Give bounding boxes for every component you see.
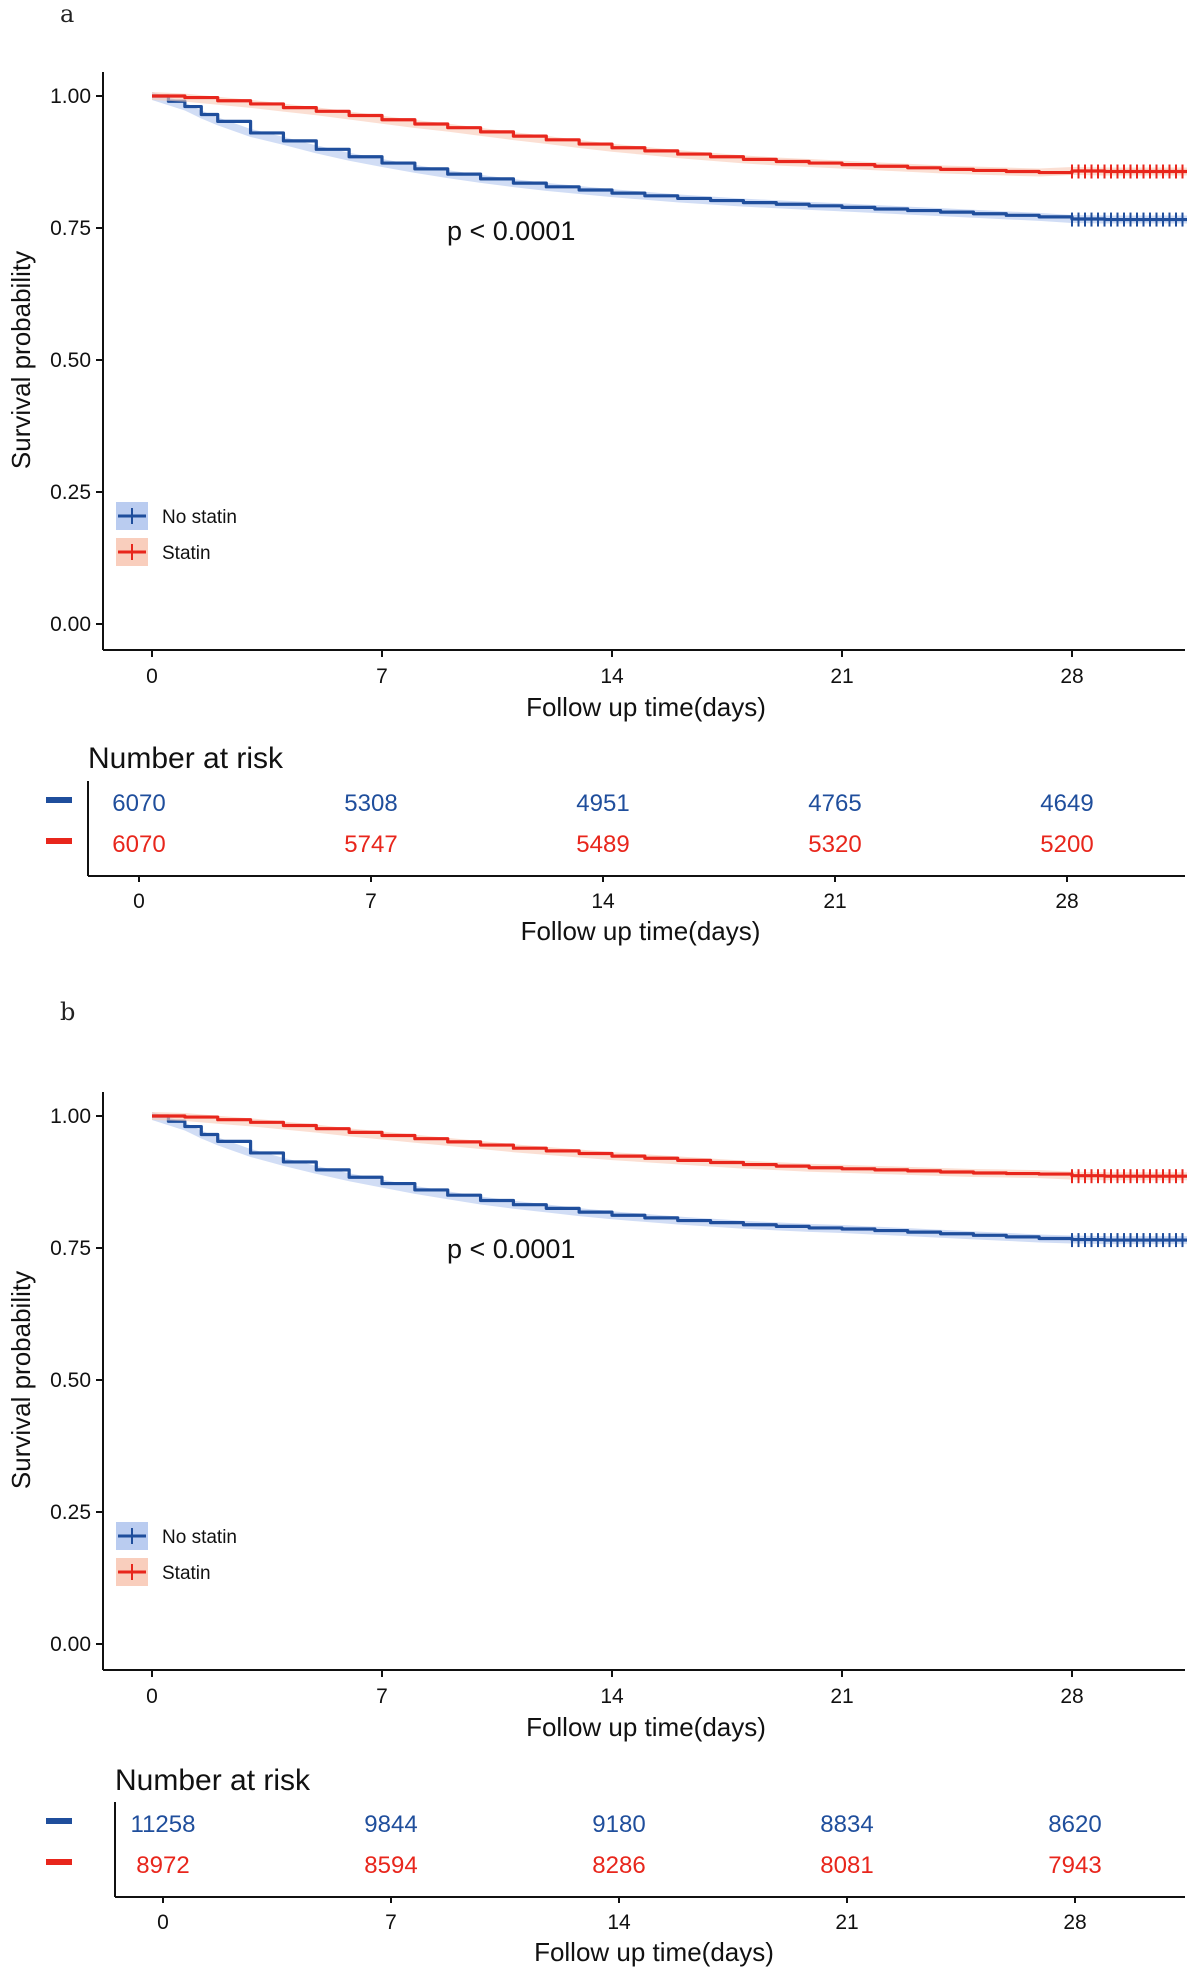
risk-value: 8081 xyxy=(820,1852,873,1879)
y-tick-label: 0.75 xyxy=(50,1237,91,1260)
censor-marks-1 xyxy=(1071,164,1184,179)
y-axis-title: Survival probability xyxy=(6,1271,36,1489)
panel-label: b xyxy=(60,998,75,1026)
risk-x-tick-label: 14 xyxy=(607,1911,631,1934)
risk-value: 11258 xyxy=(131,1811,196,1838)
series-band-1 xyxy=(152,92,1187,177)
risk-value: 6070 xyxy=(112,790,165,817)
censor-marks-1 xyxy=(1071,1169,1184,1184)
risk-value: 8834 xyxy=(820,1811,873,1838)
risk-x-tick-label: 7 xyxy=(365,890,377,913)
y-tick-label: 0.75 xyxy=(50,217,91,240)
risk-value: 8286 xyxy=(592,1852,645,1879)
legend-label: No statin xyxy=(162,507,237,528)
x-tick-label: 7 xyxy=(376,665,388,688)
legend-label: No statin xyxy=(162,1527,237,1548)
p-value-label: p < 0.0001 xyxy=(447,1234,575,1264)
y-tick-label: 0.25 xyxy=(50,1501,91,1524)
risk-value: 8972 xyxy=(136,1852,189,1879)
series-band-1 xyxy=(152,1112,1187,1181)
x-tick-label: 28 xyxy=(1060,665,1083,688)
y-tick-label: 1.00 xyxy=(50,85,91,108)
legend-label: Statin xyxy=(162,543,211,564)
y-tick-label: 0.50 xyxy=(50,349,91,372)
series-line-0 xyxy=(152,1114,1187,1242)
y-tick-label: 0.00 xyxy=(50,1633,91,1656)
risk-value: 9180 xyxy=(592,1811,645,1838)
risk-row-marker xyxy=(46,1818,72,1824)
censor-marks-0 xyxy=(1071,1233,1184,1248)
panel-label: a xyxy=(60,0,74,28)
risk-value: 8594 xyxy=(364,1852,417,1879)
x-tick-label: 21 xyxy=(830,1685,853,1708)
x-axis-title: Follow up time(days) xyxy=(526,692,766,722)
y-tick-label: 0.25 xyxy=(50,481,91,504)
km-panel-a: a 0.00 0.25 0.50 0.75 1.00 0 7 14 21 28 Follow up t… xyxy=(6,0,1187,946)
risk-x-tick-label: 21 xyxy=(823,890,846,913)
risk-row-marker xyxy=(46,797,72,803)
risk-value: 5747 xyxy=(344,831,397,858)
risk-x-tick-label: 28 xyxy=(1055,890,1078,913)
x-tick-label: 21 xyxy=(830,665,853,688)
series-line-1 xyxy=(152,1114,1187,1178)
series-line-1 xyxy=(152,94,1187,175)
risk-x-tick-label: 0 xyxy=(133,890,145,913)
x-tick-label: 0 xyxy=(146,1685,158,1708)
risk-table: Number at risk 6070 5308 4951 4765 4649 6070 57… xyxy=(46,742,1185,946)
p-value-label: p < 0.0001 xyxy=(447,216,575,246)
risk-row-marker xyxy=(46,838,72,844)
x-tick-label: 7 xyxy=(376,1685,388,1708)
km-panel-b: b 0.00 0.25 0.50 0.75 1.00 0 7 14 21 28 Follow up t… xyxy=(6,998,1187,1967)
series-line-0 xyxy=(152,94,1187,222)
risk-value: 8620 xyxy=(1048,1811,1101,1838)
x-tick-label: 0 xyxy=(146,665,158,688)
x-tick-label: 14 xyxy=(600,665,624,688)
risk-value: 6070 xyxy=(112,831,165,858)
legend-label: Statin xyxy=(162,1563,211,1584)
risk-table-title: Number at risk xyxy=(115,1764,311,1797)
risk-table: Number at risk 11258 9844 9180 8834 8620 8972 8… xyxy=(46,1764,1185,1967)
risk-x-axis-title: Follow up time(days) xyxy=(534,1937,774,1967)
risk-x-tick-label: 28 xyxy=(1063,1911,1086,1934)
risk-value: 4765 xyxy=(808,790,861,817)
risk-value: 4951 xyxy=(576,790,629,817)
risk-x-tick-label: 14 xyxy=(591,890,615,913)
censor-marks-0 xyxy=(1071,212,1184,227)
risk-value: 4649 xyxy=(1040,790,1093,817)
y-tick-label: 0.50 xyxy=(50,1369,91,1392)
risk-value: 5200 xyxy=(1040,831,1093,858)
y-tick-label: 0.00 xyxy=(50,613,91,636)
y-tick-label: 1.00 xyxy=(50,1105,91,1128)
x-tick-label: 14 xyxy=(600,1685,624,1708)
x-axis-title: Follow up time(days) xyxy=(526,1712,766,1742)
risk-row-marker xyxy=(46,1859,72,1865)
risk-value: 5308 xyxy=(344,790,397,817)
risk-x-tick-label: 7 xyxy=(385,1911,397,1934)
risk-value: 7943 xyxy=(1048,1852,1101,1879)
series-band-0 xyxy=(152,1112,1187,1245)
x-tick-label: 28 xyxy=(1060,1685,1083,1708)
risk-x-tick-label: 21 xyxy=(835,1911,858,1934)
legend: No statin Statin xyxy=(116,502,237,566)
y-axis-title: Survival probability xyxy=(6,251,36,469)
risk-x-axis-title: Follow up time(days) xyxy=(521,916,761,946)
risk-value: 5320 xyxy=(808,831,861,858)
legend: No statin Statin xyxy=(116,1522,237,1586)
risk-value: 5489 xyxy=(576,831,629,858)
risk-value: 9844 xyxy=(364,1811,417,1838)
risk-table-title: Number at risk xyxy=(88,742,284,775)
risk-x-tick-label: 0 xyxy=(157,1911,169,1934)
